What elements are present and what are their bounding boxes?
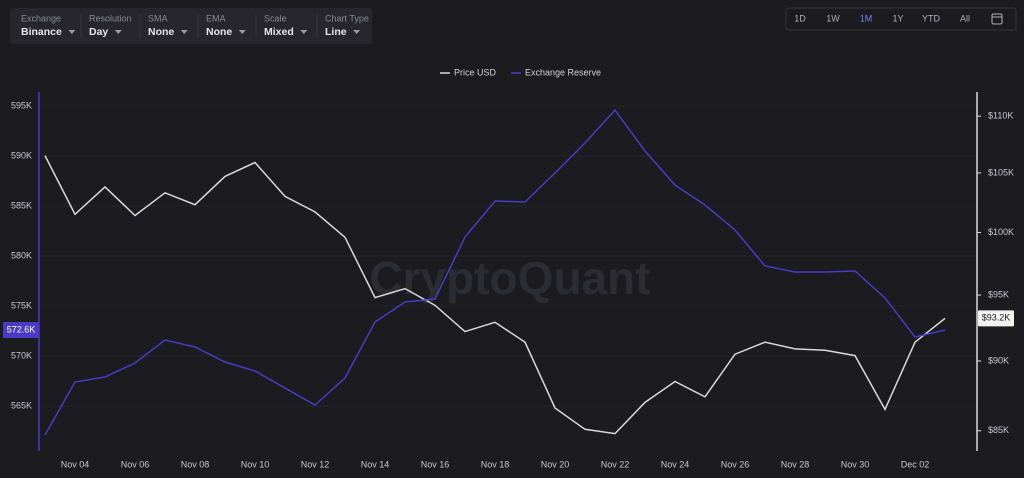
y-tick-label: 575K: [11, 300, 32, 310]
x-tick-label: Nov 24: [661, 459, 690, 469]
y2-tick-label: $110K: [988, 111, 1013, 121]
dropdown-value[interactable]: Binance: [21, 26, 62, 38]
range-button[interactable]: 1Y: [892, 13, 903, 23]
x-tick-label: Nov 26: [721, 459, 750, 469]
x-tick-label: Nov 08: [181, 459, 210, 469]
legend-label[interactable]: Price USD: [454, 67, 497, 77]
y-tick-label: 580K: [11, 250, 32, 260]
range-button[interactable]: All: [960, 13, 970, 23]
y2-tick-label: $90K: [988, 355, 1009, 365]
x-tick-label: Nov 20: [541, 459, 570, 469]
dropdown-value[interactable]: Line: [325, 26, 347, 38]
calendar-icon[interactable]: [991, 13, 1003, 25]
x-tick-label: Nov 14: [361, 459, 390, 469]
x-tick-label: Nov 16: [421, 459, 450, 469]
x-tick-label: Dec 02: [901, 459, 930, 469]
x-tick-label: Nov 18: [481, 459, 510, 469]
dropdown-value[interactable]: None: [148, 26, 174, 38]
x-tick-label: Nov 12: [301, 459, 330, 469]
last-value-label: 572.6K: [7, 324, 36, 334]
range-button[interactable]: 1D: [794, 13, 806, 23]
dropdown-label: EMA: [206, 13, 226, 23]
range-button[interactable]: 1W: [826, 13, 840, 23]
range-selector: [785, 7, 1017, 31]
series-line: [44, 155, 946, 435]
range-button[interactable]: YTD: [922, 13, 941, 23]
y2-tick-label: $95K: [988, 289, 1009, 299]
dropdown-label: Chart Type: [325, 13, 369, 23]
watermark: CryptoQuant: [369, 252, 650, 304]
toolbar: [10, 8, 372, 44]
legend-label[interactable]: Exchange Reserve: [525, 67, 601, 77]
dropdown-label: SMA: [148, 13, 168, 23]
dropdown-caret: [353, 30, 361, 34]
x-tick-label: Nov 10: [241, 459, 270, 469]
y-tick-label: 585K: [11, 200, 32, 210]
series-line: [44, 108, 946, 436]
y-tick-label: 570K: [11, 350, 32, 360]
last-value-badge: [978, 310, 1014, 327]
y-tick-label: 565K: [11, 400, 32, 410]
y2-tick-label: $105K: [988, 167, 1014, 177]
dropdown-value[interactable]: Day: [89, 26, 108, 38]
x-tick-label: Nov 30: [841, 459, 870, 469]
dropdown-label: Exchange: [21, 13, 61, 23]
dropdown-caret: [300, 30, 308, 34]
dropdown-caret: [238, 30, 246, 34]
last-value-label: $93.2K: [982, 313, 1011, 323]
dropdown-value[interactable]: None: [206, 26, 232, 38]
dropdown-caret: [114, 30, 122, 34]
y2-tick-label: $85K: [988, 425, 1009, 435]
dropdown-caret: [68, 30, 76, 34]
x-tick-label: Nov 06: [121, 459, 150, 469]
dropdown-caret: [180, 30, 188, 34]
dropdown-label: Resolution: [89, 13, 132, 23]
x-tick-label: Nov 04: [61, 459, 90, 469]
dropdown-label: Scale: [264, 13, 287, 23]
y-tick-label: 595K: [11, 100, 32, 110]
range-button[interactable]: 1M: [860, 13, 873, 23]
y-tick-label: 590K: [11, 150, 32, 160]
x-tick-label: Nov 28: [781, 459, 810, 469]
dropdown-value[interactable]: Mixed: [264, 26, 294, 38]
x-tick-label: Nov 22: [601, 459, 630, 469]
last-value-badge: [3, 322, 39, 338]
y2-tick-label: $100K: [988, 227, 1014, 237]
